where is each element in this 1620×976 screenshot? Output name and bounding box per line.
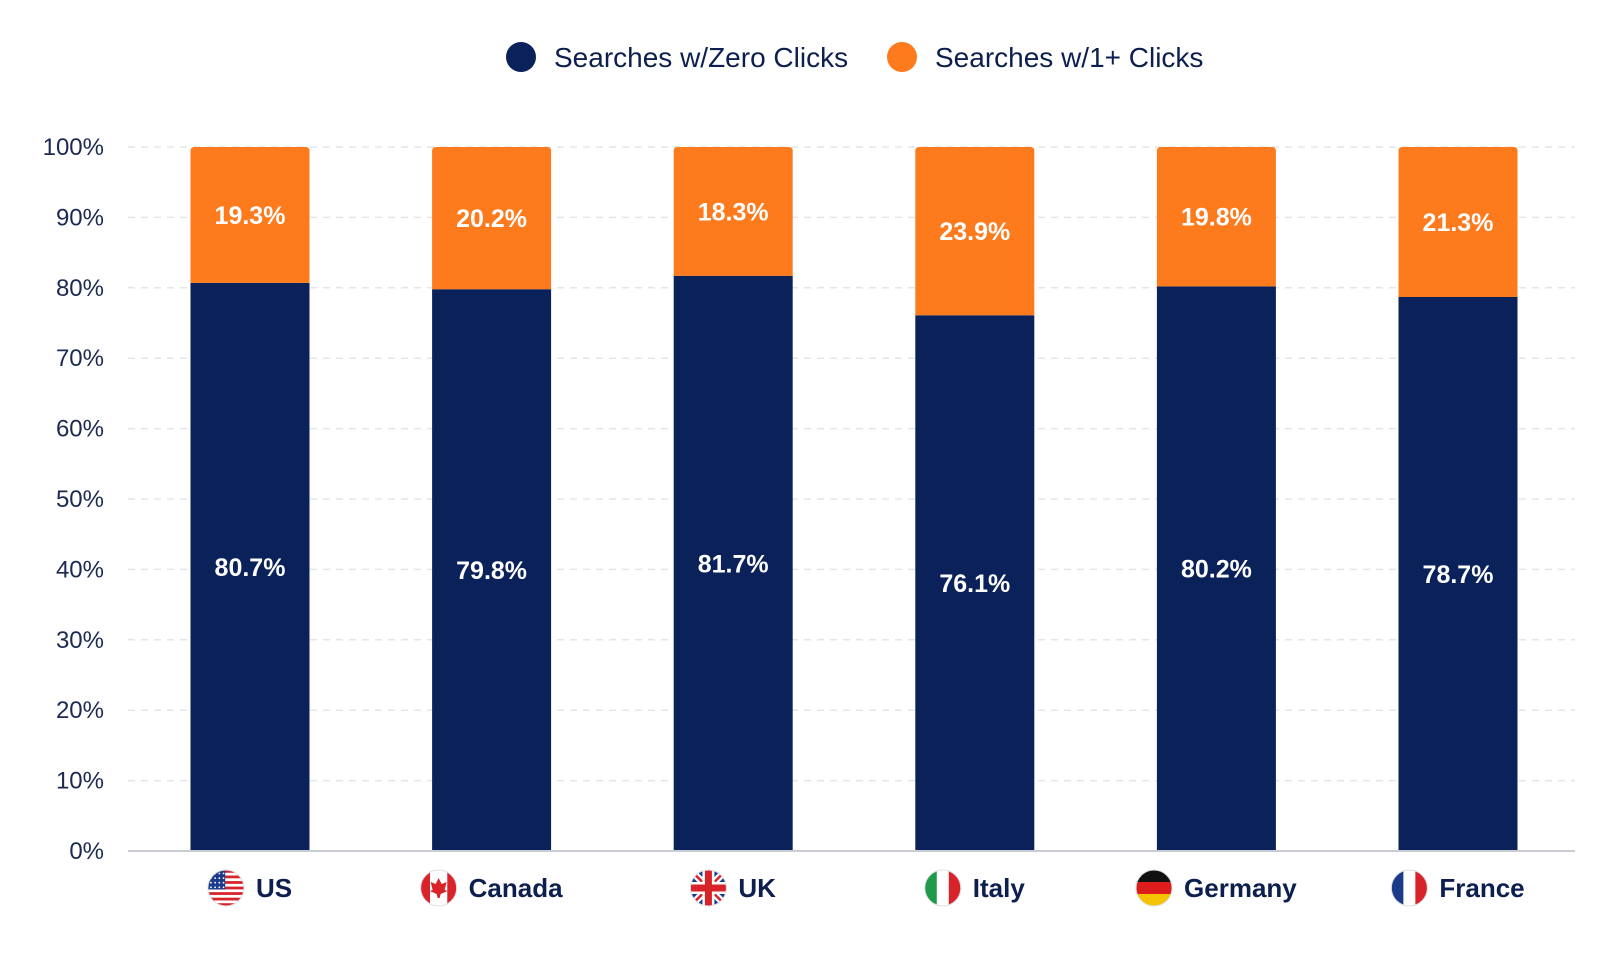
x-axis: US Canada UK Italy Germany France <box>128 850 1575 907</box>
x-tick-label: France <box>1439 873 1524 903</box>
y-tick-label: 50% <box>56 486 104 513</box>
x-category-germany: Germany <box>1135 869 1297 907</box>
bar-group-canada: 79.8% 20.2% <box>432 147 552 851</box>
y-tick-label: 60% <box>56 416 104 443</box>
bar-data-label: 81.7% <box>698 550 769 578</box>
legend: Searches w/Zero Clicks Searches w/1+ Clic… <box>506 42 1203 73</box>
bar-segment-zero-clicks <box>1398 296 1518 851</box>
bar-segment-one-plus-clicks <box>432 147 552 290</box>
bar-data-label: 80.2% <box>1181 556 1252 584</box>
y-tick-label: 80% <box>56 275 104 302</box>
x-tick-label: Italy <box>973 873 1026 903</box>
x-tick-label: Germany <box>1184 873 1297 903</box>
x-category-us: US <box>207 869 292 907</box>
bar-data-label: 20.2% <box>456 205 527 233</box>
y-tick-label: 70% <box>56 345 104 372</box>
bar-group-france: 78.7% 21.3% <box>1398 147 1518 851</box>
italy-flag-icon <box>924 869 962 907</box>
x-tick-label: UK <box>738 873 776 903</box>
legend-item: Searches w/1+ Clicks <box>887 42 1203 73</box>
bar-segment-one-plus-clicks <box>673 147 793 276</box>
bar-segment-one-plus-clicks <box>190 147 310 283</box>
legend-marker <box>506 42 536 72</box>
uk-flag-icon <box>689 869 727 907</box>
legend-label: Searches w/Zero Clicks <box>554 42 848 73</box>
x-tick-label: Canada <box>469 873 563 903</box>
bar-segment-zero-clicks <box>432 289 552 851</box>
y-tick-label: 90% <box>56 204 104 231</box>
bar-segment-one-plus-clicks <box>1156 147 1276 287</box>
bar-group-uk: 81.7% 18.3% <box>673 147 793 851</box>
bar-segment-zero-clicks <box>190 282 310 851</box>
canada-flag-icon <box>420 869 458 907</box>
bar-data-label: 76.1% <box>939 570 1010 598</box>
x-category-france: France <box>1390 869 1525 907</box>
legend-item: Searches w/Zero Clicks <box>506 42 848 73</box>
bar-group-us: 80.7% 19.3% <box>190 147 310 851</box>
bar-group-germany: 80.2% 19.8% <box>1156 147 1276 852</box>
legend-label: Searches w/1+ Clicks <box>935 42 1203 73</box>
bar-segment-zero-clicks <box>915 315 1035 852</box>
bar-data-label: 78.7% <box>1423 561 1494 589</box>
bar-segment-zero-clicks <box>673 275 793 851</box>
france-flag-icon <box>1390 869 1428 907</box>
x-category-italy: Italy <box>924 869 1026 907</box>
germany-flag-icon <box>1135 869 1173 907</box>
y-tick-label: 40% <box>56 556 104 583</box>
y-axis-ticks: 0% 10% 20% 30% 40% 50% 60% 70% 80% 90% 100% <box>43 134 104 865</box>
bar-data-label: 19.8% <box>1181 204 1252 232</box>
y-tick-label: 30% <box>56 627 104 654</box>
bar-data-label: 18.3% <box>698 198 769 226</box>
bar-data-label: 21.3% <box>1423 209 1494 237</box>
bar-data-label: 23.9% <box>939 218 1010 246</box>
x-tick-label: US <box>256 873 292 903</box>
x-category-canada: Canada <box>420 869 563 907</box>
y-tick-label: 0% <box>69 838 104 865</box>
y-tick-label: 10% <box>56 768 104 795</box>
bar-data-label: 79.8% <box>456 557 527 585</box>
bar-segment-one-plus-clicks <box>915 147 1035 316</box>
x-category-uk: UK <box>689 869 776 907</box>
us-flag-icon <box>207 869 245 907</box>
legend-marker <box>887 42 917 72</box>
bar-segment-zero-clicks <box>1156 286 1276 852</box>
gridlines <box>128 146 1575 782</box>
y-tick-label: 20% <box>56 697 104 724</box>
y-tick-label: 100% <box>43 134 104 161</box>
bar-data-label: 19.3% <box>215 202 286 230</box>
bar-group-italy: 76.1% 23.9% <box>915 147 1035 852</box>
bars: 80.7% 19.3% 79.8% 20.2% 81.7% 18.3% 76.1% 23.9%… <box>190 147 1518 852</box>
bar-data-label: 80.7% <box>215 554 286 582</box>
bar-segment-one-plus-clicks <box>1398 147 1518 297</box>
